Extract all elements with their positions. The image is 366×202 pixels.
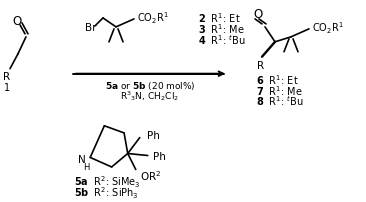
Text: Ph: Ph [153,151,165,161]
Text: CO$_2$R$^1$: CO$_2$R$^1$ [312,20,344,36]
Text: O: O [12,15,22,28]
Text: R$^3$$_3$N, CH$_2$Cl$_2$: R$^3$$_3$N, CH$_2$Cl$_2$ [120,88,180,102]
Text: OR$^2$: OR$^2$ [140,169,161,182]
Text: $\mathbf{3}$  R$^1$: Me: $\mathbf{3}$ R$^1$: Me [198,22,245,36]
Text: $\mathbf{5a}$ or $\mathbf{5b}$ (20 mol%): $\mathbf{5a}$ or $\mathbf{5b}$ (20 mol%) [105,79,195,91]
Text: Br: Br [85,23,97,33]
Text: $\mathbf{4}$  R$^1$: $^t$Bu: $\mathbf{4}$ R$^1$: $^t$Bu [198,33,246,46]
Text: $\mathbf{8}$  R$^1$: $^t$Bu: $\mathbf{8}$ R$^1$: $^t$Bu [256,94,304,108]
Text: $\mathbf{5b}$  R$^2$: SiPh$_3$: $\mathbf{5b}$ R$^2$: SiPh$_3$ [74,184,139,200]
Text: R: R [257,60,265,70]
Text: H: H [83,162,89,171]
Text: Ph: Ph [147,130,160,140]
Text: O: O [253,8,263,21]
Text: N: N [78,155,86,165]
Text: R: R [3,71,11,81]
Text: $\mathbf{2}$  R$^1$: Et: $\mathbf{2}$ R$^1$: Et [198,11,241,25]
Text: $\mathbf{5a}$  R$^2$: SiMe$_3$: $\mathbf{5a}$ R$^2$: SiMe$_3$ [74,174,141,189]
Text: 1: 1 [4,82,10,92]
Text: $\mathbf{6}$  R$^1$: Et: $\mathbf{6}$ R$^1$: Et [256,72,299,86]
Text: $\mathbf{7}$  R$^1$: Me: $\mathbf{7}$ R$^1$: Me [256,83,303,97]
Text: CO$_2$R$^1$: CO$_2$R$^1$ [137,10,169,26]
